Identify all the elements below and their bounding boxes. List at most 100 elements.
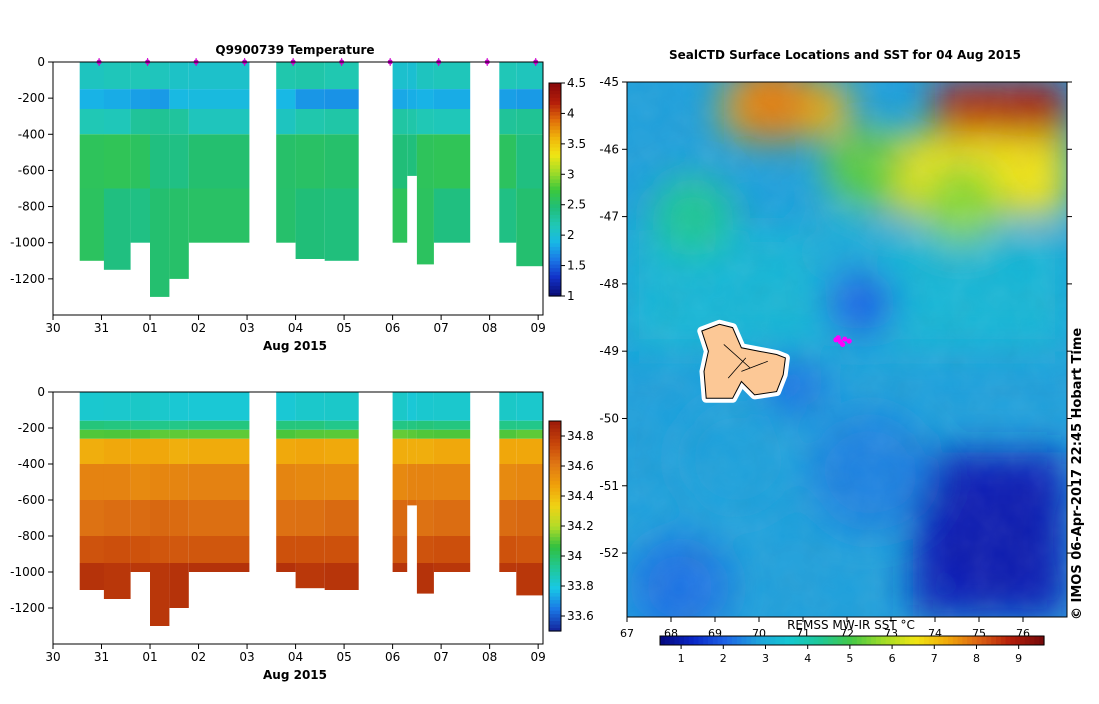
colorbar-segment: [549, 435, 561, 440]
colorbar-segment: [549, 122, 561, 127]
colorbar-segment: [957, 636, 963, 645]
section-cell: [324, 563, 359, 590]
section-cell: [150, 392, 170, 421]
colorbar-segment: [549, 285, 561, 290]
section-cell: [276, 536, 296, 563]
lat-tick-label: -48: [599, 277, 619, 291]
section-cell: [295, 438, 325, 464]
section-cell: [433, 500, 471, 536]
x-tick-label: 08: [482, 650, 497, 664]
section-cell: [103, 188, 131, 270]
colorbar-segment: [813, 636, 819, 645]
colorbar-segment: [549, 242, 561, 247]
colorbar-segment: [549, 536, 561, 541]
x-tick-label: 08: [482, 321, 497, 335]
colorbar-segment: [698, 636, 704, 645]
section-cell: [499, 62, 517, 90]
section-cell: [516, 429, 543, 439]
section-cell: [324, 89, 359, 109]
colorbar-segment: [549, 271, 561, 276]
colorbar-segment: [549, 445, 561, 450]
colorbar-segment: [549, 487, 561, 492]
colorbar-segment: [549, 136, 561, 141]
colorbar-tick-label: 34: [567, 549, 582, 563]
colorbar-segment: [549, 550, 561, 555]
section-cell: [169, 420, 189, 430]
colorbar-segment: [660, 636, 666, 645]
section-cell: [103, 464, 131, 500]
section-cell: [188, 420, 250, 430]
colorbar-segment: [549, 512, 561, 517]
colorbar-segment: [549, 459, 561, 464]
colorbar-segment: [549, 627, 561, 632]
colorbar-tick-label: 8: [973, 652, 980, 665]
y-tick-label: -800: [18, 200, 45, 214]
section-cell: [79, 438, 104, 464]
section-cell: [407, 464, 417, 500]
colorbar-segment: [732, 636, 738, 645]
colorbar-tick-label: 6: [889, 652, 896, 665]
y-tick-label: -200: [18, 421, 45, 435]
section-cell: [324, 188, 359, 261]
colorbar-segment: [943, 636, 949, 645]
section-cell: [276, 109, 296, 135]
latitude-axis: -45 -46 -47 -48 -49 -50 -51 -52: [599, 75, 1072, 560]
section-cell: [516, 392, 543, 421]
section-cell: [276, 420, 296, 430]
section-cell: [433, 134, 471, 189]
colorbar-tick-label: 1.5: [567, 259, 586, 273]
colorbar-segment: [549, 225, 561, 230]
section-cell: [188, 109, 250, 135]
section-cell: [103, 438, 131, 464]
section-cell: [516, 89, 543, 109]
colorbar-segment: [852, 636, 858, 645]
colorbar-segment: [900, 636, 906, 645]
section-cell: [188, 536, 250, 563]
section-cell: [169, 429, 189, 439]
colorbar-segment: [549, 86, 561, 91]
section-cell: [103, 62, 131, 90]
section-cell: [130, 89, 150, 109]
section-cell: [103, 420, 131, 430]
lat-tick-label: -47: [599, 210, 619, 224]
section-cell: [188, 429, 250, 439]
colorbar-segment: [549, 599, 561, 604]
section-cell: [516, 109, 543, 135]
section-cell: [130, 134, 150, 189]
section-cell: [407, 500, 417, 506]
section-cell: [188, 464, 250, 500]
colorbar-segment: [1039, 636, 1045, 645]
colorbar-segment: [549, 480, 561, 485]
colorbar-segment: [756, 636, 762, 645]
section-cell: [499, 134, 517, 189]
colorbar-segment: [880, 636, 887, 645]
colorbar-segment: [722, 636, 728, 645]
colorbar-segment: [549, 613, 561, 618]
colorbar-segment: [549, 178, 561, 183]
x-tick-label: 02: [191, 650, 206, 664]
colorbar-segment: [818, 636, 824, 645]
colorbar-segment: [727, 636, 733, 645]
section-cell: [276, 438, 296, 464]
colorbar-tick-label: 34.8: [567, 429, 594, 443]
seal-track: [833, 335, 852, 348]
section-cell: [433, 536, 471, 563]
section-cell: [433, 109, 471, 135]
section-cell: [433, 464, 471, 500]
section-cell: [188, 62, 250, 90]
colorbar-segment: [549, 90, 561, 95]
colorbar-segment: [736, 636, 743, 645]
x-tick-label: 06: [385, 321, 400, 335]
section-cell: [130, 563, 150, 572]
section-cell: [130, 536, 150, 563]
colorbar-segment: [794, 636, 800, 645]
colorbar-tick-label: 2.5: [567, 198, 586, 212]
colorbar-segment: [549, 132, 561, 137]
colorbar-segment: [549, 529, 561, 534]
section-cell: [79, 134, 104, 189]
salinity-xlabel: Aug 2015: [263, 668, 327, 682]
x-tick-label: 03: [239, 650, 254, 664]
section-cell: [416, 464, 434, 500]
x-tick-label: 31: [94, 321, 109, 335]
